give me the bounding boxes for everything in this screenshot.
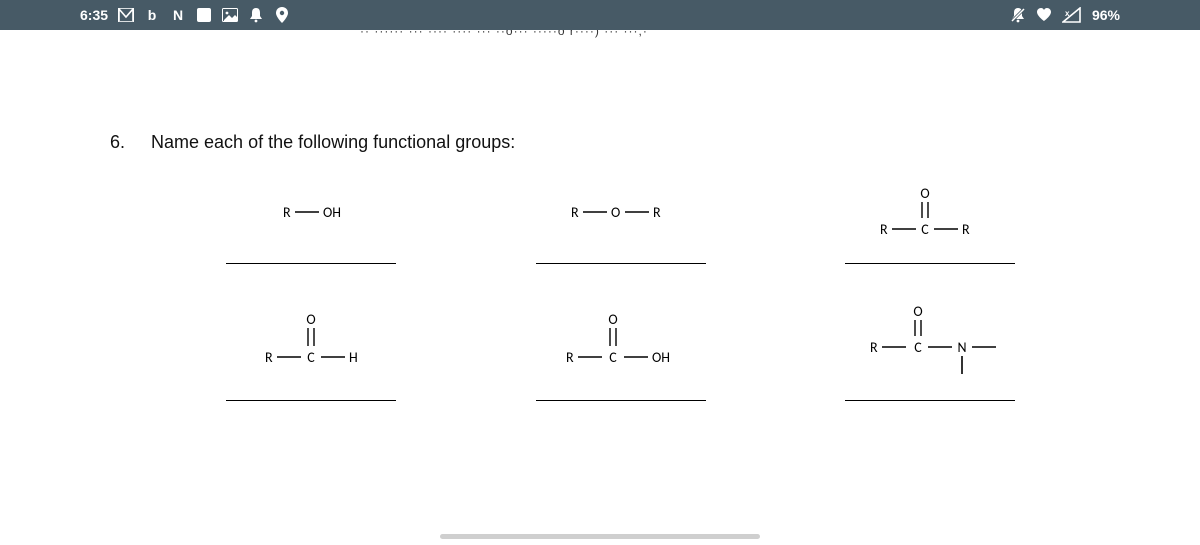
M-icon: [118, 7, 134, 23]
structures-grid: R OH R O R: [151, 183, 1080, 401]
cell-alcohol: R OH: [211, 183, 411, 264]
location-icon: [274, 7, 290, 23]
horizontal-scroll-indicator[interactable]: [440, 534, 760, 539]
heart-icon: [1036, 7, 1052, 23]
answer-line-amide[interactable]: [845, 400, 1015, 401]
app-box-icon: [196, 7, 212, 23]
bell-off-icon: [1010, 7, 1026, 23]
ketone-O: O: [921, 185, 930, 202]
question-body: Name each of the following functional gr…: [151, 132, 1080, 401]
amide-R: R: [870, 339, 878, 356]
status-left-cluster: 6:35 b N: [80, 7, 290, 23]
aldehyde-H: H: [349, 349, 358, 366]
structure-carboxylic-acid: O R C OH: [531, 304, 711, 382]
cropped-prev-line: ·· ······ ··· ···· ···· ··· ··o··· ·····…: [0, 30, 1200, 42]
ketone-R1: R: [880, 221, 888, 238]
N-icon: N: [170, 7, 186, 23]
amide-N: N: [958, 339, 967, 356]
carboxylic-R: R: [566, 349, 574, 366]
carboxylic-C: C: [609, 349, 617, 366]
android-status-bar: 6:35 b N x 96%: [0, 0, 1200, 30]
carboxylic-OH: OH: [652, 349, 670, 366]
aldehyde-C: C: [307, 349, 315, 366]
structure-ketone: O R C R: [840, 183, 1020, 245]
svg-text:x: x: [1065, 9, 1070, 18]
bell-icon: [248, 7, 264, 23]
signal-icon: x: [1062, 7, 1082, 23]
amide-O: O: [914, 303, 923, 320]
carboxylic-O: O: [608, 311, 617, 328]
alcohol-OH: OH: [323, 204, 341, 221]
ether-R2: R: [653, 204, 661, 221]
answer-line-carboxylic[interactable]: [536, 400, 706, 401]
picture-icon: [222, 7, 238, 23]
cell-ether: R O R: [521, 183, 721, 264]
answer-line-aldehyde[interactable]: [226, 400, 396, 401]
structure-alcohol: R OH: [221, 183, 401, 245]
cell-carboxylic: O R C OH: [521, 304, 721, 401]
ketone-R2: R: [962, 221, 970, 238]
cell-amide: O R C N: [830, 304, 1030, 401]
structure-amide: O R C N: [840, 304, 1020, 382]
question-number: 6.: [110, 132, 125, 401]
cropped-text-fragment: ·· ······ ··· ···· ···· ··· ··o··· ·····…: [360, 30, 648, 38]
answer-line-ketone[interactable]: [845, 263, 1015, 264]
structure-ether: R O R: [531, 183, 711, 245]
ether-R1: R: [571, 204, 579, 221]
aldehyde-O: O: [306, 311, 315, 328]
cell-ketone: O R C R: [830, 183, 1030, 264]
question-6: 6. Name each of the following functional…: [110, 132, 1080, 401]
answer-line-ether[interactable]: [536, 263, 706, 264]
worksheet-page: 6. Name each of the following functional…: [0, 42, 1200, 441]
status-time: 6:35: [80, 7, 108, 23]
cell-aldehyde: O R C H: [211, 304, 411, 401]
amide-C: C: [914, 339, 922, 356]
b-icon: b: [144, 7, 160, 23]
alcohol-R: R: [283, 204, 291, 221]
status-right-cluster: x 96%: [1010, 7, 1120, 23]
structure-aldehyde: O R C H: [221, 304, 401, 382]
answer-line-alcohol[interactable]: [226, 263, 396, 264]
battery-text: 96%: [1092, 7, 1120, 23]
ketone-C: C: [921, 221, 929, 238]
question-prompt: Name each of the following functional gr…: [151, 132, 1080, 153]
aldehyde-R: R: [265, 349, 273, 366]
ether-O: O: [611, 204, 620, 221]
